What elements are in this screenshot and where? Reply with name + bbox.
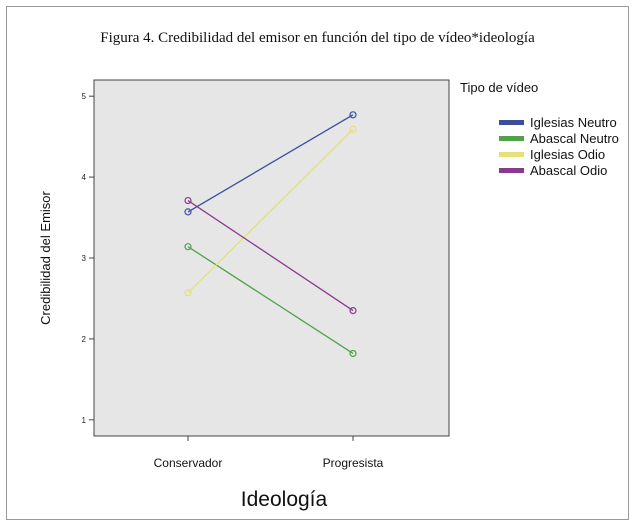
legend-swatch-2	[499, 135, 524, 141]
series-3-point-2	[349, 125, 357, 133]
series-2-point-2	[349, 349, 357, 358]
series-1-point-2	[349, 111, 357, 119]
y-tick-label-5: 5	[82, 92, 87, 101]
series-2-point-1	[184, 243, 192, 251]
y-tick-label-3: 3	[82, 254, 87, 263]
legend-swatch-4	[499, 167, 524, 173]
chart-frame	[6, 6, 629, 520]
series-line-2	[187, 246, 354, 355]
series-line-1	[187, 114, 354, 213]
series-3-point-1	[184, 289, 192, 297]
y-tick-label-2: 2	[82, 335, 87, 344]
series-line-3	[187, 128, 354, 294]
chart-title: Figura 4. Credibilidad del emisor en fun…	[100, 30, 535, 46]
legend-label-1: Iglesias Neutro	[530, 114, 617, 130]
x-axis-title: Ideología	[241, 488, 328, 511]
y-tick-label-1: 1	[82, 416, 87, 425]
legend-swatch-1	[499, 119, 524, 125]
series-1-point-1	[184, 208, 192, 216]
legend-swatch-3	[499, 151, 524, 157]
legend-item-1: Iglesias Neutro	[499, 114, 617, 130]
legend-item-2: Abascal Neutro	[499, 130, 619, 146]
plot-area	[93, 79, 450, 437]
legend-title: Tipo de vídeo	[460, 80, 539, 95]
legend-item-3: Iglesias Odio	[499, 146, 605, 162]
y-axis-title: Credibilidad del Emisor	[38, 190, 53, 324]
legend-label-4: Abascal Odio	[530, 162, 608, 178]
legend-label-2: Abascal Neutro	[530, 130, 619, 146]
x-tick-label-2: Progresista	[323, 456, 384, 470]
series-4-point-1	[184, 196, 192, 205]
legend-item-4: Abascal Odio	[499, 162, 607, 178]
series-line-4	[187, 200, 354, 312]
legend-label-3: Iglesias Odio	[530, 146, 606, 162]
y-tick-label-4: 4	[82, 173, 87, 182]
series-4-point-2	[349, 306, 357, 315]
x-tick-label-1: Conservador	[154, 456, 223, 470]
